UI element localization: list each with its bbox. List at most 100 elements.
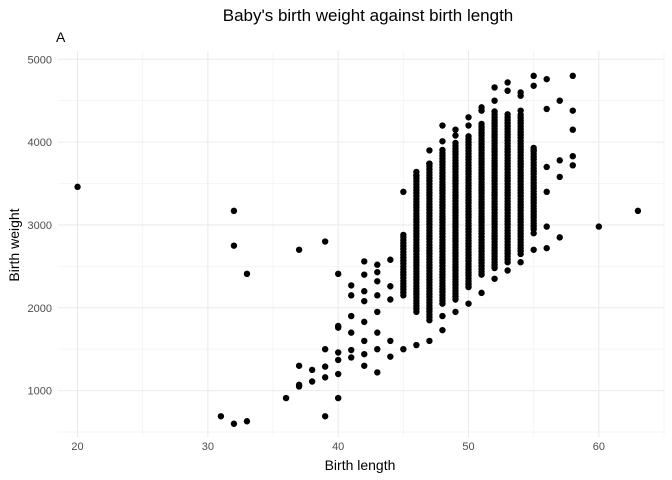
y-tick-label: 1000: [28, 386, 52, 398]
data-point: [295, 246, 303, 253]
data-point: [569, 162, 576, 169]
x-tick-label: 40: [332, 441, 344, 453]
y-tick-label: 4000: [28, 137, 52, 149]
data-point: [321, 413, 329, 420]
x-tick-label: 60: [593, 441, 605, 453]
data-point: [348, 292, 355, 299]
data-point: [387, 337, 394, 345]
data-point: [361, 258, 368, 265]
data-point: [543, 223, 550, 230]
data-point: [361, 297, 368, 305]
data-point: [348, 354, 355, 361]
data-point: [334, 356, 342, 364]
data-point: [569, 152, 576, 160]
data-point: [465, 133, 472, 140]
data-point: [517, 259, 524, 266]
data-point: [74, 183, 81, 191]
data-point: [374, 292, 381, 299]
data-point: [230, 242, 238, 249]
data-point: [361, 271, 368, 278]
data-point: [491, 84, 498, 91]
y-axis-ticks: 1000 2000 3000 4000 5000: [28, 54, 52, 397]
data-point: [530, 246, 537, 253]
y-tick-label: 3000: [28, 220, 52, 232]
data-point: [543, 105, 550, 113]
data-point: [543, 163, 550, 171]
data-point: [334, 270, 342, 278]
data-point: [361, 362, 368, 369]
data-point: [452, 126, 459, 133]
data-point: [217, 413, 225, 420]
data-point: [308, 366, 316, 374]
data-point: [491, 275, 498, 282]
x-tick-label: 50: [462, 441, 474, 453]
data-point: [348, 282, 355, 289]
data-point: [465, 114, 472, 121]
data-point: [426, 337, 433, 345]
panel-tag: A: [56, 29, 66, 45]
data-point: [321, 363, 329, 370]
data-point: [504, 111, 511, 118]
data-point: [491, 97, 498, 104]
data-point: [374, 261, 381, 268]
y-tick-label: 5000: [28, 54, 52, 66]
data-point: [334, 349, 342, 356]
data-point: [413, 172, 420, 179]
data-point: [530, 144, 537, 152]
data-point: [543, 75, 550, 83]
data-point: [465, 122, 472, 129]
x-axis-ticks: 20 30 40 50 60: [71, 441, 605, 453]
data-point: [452, 139, 459, 147]
data-point: [374, 308, 381, 316]
data-point: [374, 345, 381, 353]
data-point: [387, 353, 394, 360]
data-point: [295, 362, 303, 369]
data-point: [348, 312, 355, 320]
data-point: [452, 308, 459, 316]
data-point: [439, 138, 446, 145]
data-point: [348, 329, 355, 336]
data-point: [439, 146, 446, 154]
data-point: [439, 326, 446, 334]
data-point: [478, 289, 485, 297]
data-point: [504, 87, 511, 94]
data-point: [387, 296, 394, 303]
data-point: [517, 89, 524, 96]
data-point: [334, 370, 342, 378]
data-point: [374, 278, 381, 285]
data-point: [361, 318, 368, 326]
data-point: [387, 283, 394, 290]
data-point: [230, 207, 238, 215]
data-point: [543, 188, 550, 196]
data-point: [439, 312, 446, 320]
x-axis-label: Birth length: [325, 457, 396, 473]
y-tick-label: 2000: [28, 303, 52, 315]
data-point: [361, 288, 368, 295]
data-point: [530, 82, 537, 89]
data-point: [230, 420, 238, 427]
x-tick-label: 20: [71, 441, 83, 453]
data-point: [439, 122, 446, 129]
data-point: [400, 188, 407, 196]
chart-title: Baby's birth weight against birth length: [223, 6, 514, 25]
data-point: [556, 97, 563, 104]
data-point: [530, 72, 537, 80]
data-point: [374, 329, 381, 336]
data-point: [334, 322, 342, 330]
data-point: [569, 72, 576, 80]
data-point: [478, 120, 485, 128]
data-point: [321, 374, 329, 381]
data-point: [321, 345, 329, 353]
data-point: [595, 223, 603, 230]
data-point: [426, 147, 433, 154]
data-point: [348, 346, 355, 354]
data-point: [282, 394, 290, 402]
data-point: [387, 256, 394, 263]
data-point: [543, 244, 550, 252]
y-axis-label: Birth weight: [6, 208, 22, 281]
data-point: [452, 132, 459, 139]
data-point: [491, 108, 498, 115]
data-point: [374, 369, 381, 376]
data-point: [504, 267, 511, 274]
